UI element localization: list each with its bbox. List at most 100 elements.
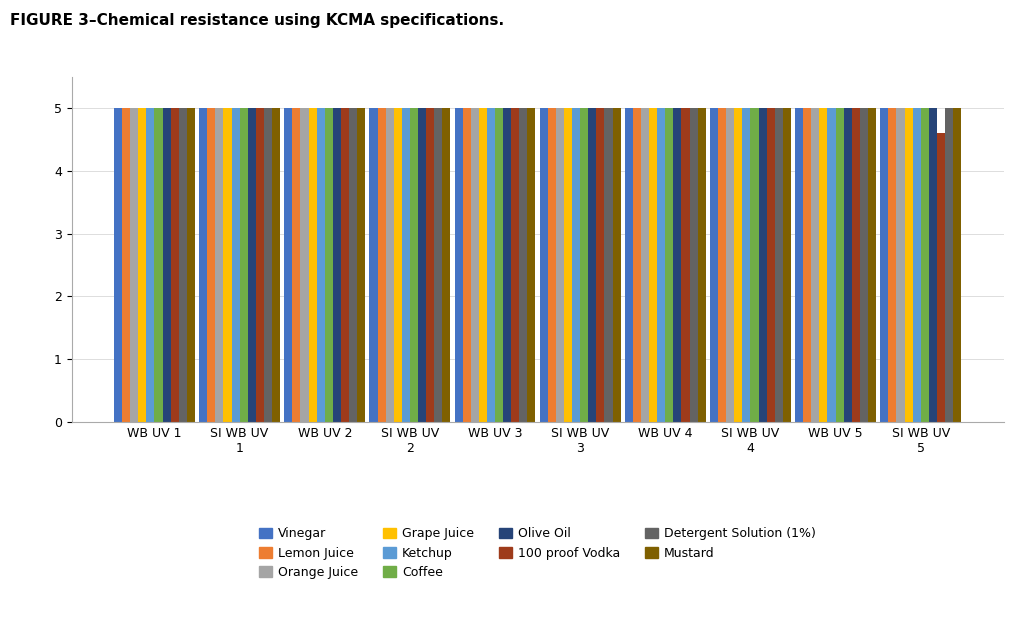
Bar <box>819 108 827 422</box>
Bar <box>256 108 264 422</box>
Bar <box>682 108 689 422</box>
Bar <box>426 108 434 422</box>
Bar <box>223 108 231 422</box>
Bar <box>775 108 782 422</box>
Bar <box>588 108 596 422</box>
Bar <box>240 108 248 422</box>
Bar <box>179 108 186 422</box>
Bar <box>333 108 341 422</box>
Bar <box>945 108 953 422</box>
Bar <box>803 108 811 422</box>
Bar <box>868 108 876 422</box>
Bar <box>881 108 889 422</box>
Bar <box>442 108 451 422</box>
Bar <box>697 108 706 422</box>
Bar <box>759 108 767 422</box>
Bar <box>548 108 556 422</box>
Bar <box>742 108 751 422</box>
Bar <box>860 108 868 422</box>
Bar <box>248 108 256 422</box>
Bar <box>207 108 215 422</box>
Bar <box>463 108 471 422</box>
Bar <box>186 108 195 422</box>
Bar <box>325 108 333 422</box>
Bar <box>300 108 308 422</box>
Bar <box>401 108 410 422</box>
Bar <box>285 108 293 422</box>
Bar <box>852 108 860 422</box>
Bar <box>479 108 487 422</box>
Bar <box>316 108 325 422</box>
Bar <box>904 108 912 422</box>
Text: FIGURE 3–Chemical resistance using KCMA specifications.: FIGURE 3–Chemical resistance using KCMA … <box>10 13 505 27</box>
Bar <box>308 108 316 422</box>
Bar <box>171 108 179 422</box>
Bar <box>378 108 386 422</box>
Bar <box>782 108 791 422</box>
Bar <box>710 108 718 422</box>
Bar <box>572 108 581 422</box>
Bar <box>393 108 401 422</box>
Bar <box>357 108 366 422</box>
Bar <box>370 108 378 422</box>
Bar <box>341 108 349 422</box>
Bar <box>418 108 426 422</box>
Bar <box>163 108 171 422</box>
Bar <box>495 108 503 422</box>
Bar <box>581 108 588 422</box>
Bar <box>718 108 726 422</box>
Bar <box>674 108 682 422</box>
Bar <box>811 108 819 422</box>
Bar <box>231 108 240 422</box>
Bar <box>666 108 674 422</box>
Bar <box>293 108 300 422</box>
Bar <box>726 108 734 422</box>
Bar <box>921 108 929 422</box>
Bar <box>633 108 641 422</box>
Bar <box>827 108 836 422</box>
Bar <box>434 108 442 422</box>
Bar <box>503 108 511 422</box>
Bar <box>889 108 896 422</box>
Bar <box>556 108 564 422</box>
Bar <box>844 108 852 422</box>
Bar <box>625 108 633 422</box>
Bar <box>386 108 393 422</box>
Bar <box>929 108 937 422</box>
Bar <box>527 108 536 422</box>
Bar <box>649 108 657 422</box>
Bar <box>604 108 612 422</box>
Bar <box>937 133 945 422</box>
Bar <box>200 108 207 422</box>
Bar <box>641 108 649 422</box>
Bar <box>689 108 697 422</box>
Bar <box>471 108 479 422</box>
Bar <box>272 108 280 422</box>
Bar <box>540 108 548 422</box>
Bar <box>767 108 775 422</box>
Bar <box>138 108 146 422</box>
Bar <box>657 108 666 422</box>
Bar <box>519 108 527 422</box>
Bar <box>751 108 759 422</box>
Bar <box>612 108 621 422</box>
Bar <box>796 108 803 422</box>
Bar <box>130 108 138 422</box>
Bar <box>596 108 604 422</box>
Legend: Vinegar, Lemon Juice, Orange Juice, Grape Juice, Ketchup, Coffee, Olive Oil, 100: Vinegar, Lemon Juice, Orange Juice, Grap… <box>253 521 822 585</box>
Bar <box>734 108 742 422</box>
Bar <box>410 108 418 422</box>
Bar <box>511 108 519 422</box>
Bar <box>487 108 495 422</box>
Bar <box>215 108 223 422</box>
Bar <box>912 108 921 422</box>
Bar <box>896 108 904 422</box>
Bar <box>146 108 155 422</box>
Bar <box>122 108 130 422</box>
Bar <box>953 108 962 422</box>
Bar <box>114 108 122 422</box>
Bar <box>349 108 357 422</box>
Bar <box>836 108 844 422</box>
Bar <box>455 108 463 422</box>
Bar <box>264 108 272 422</box>
